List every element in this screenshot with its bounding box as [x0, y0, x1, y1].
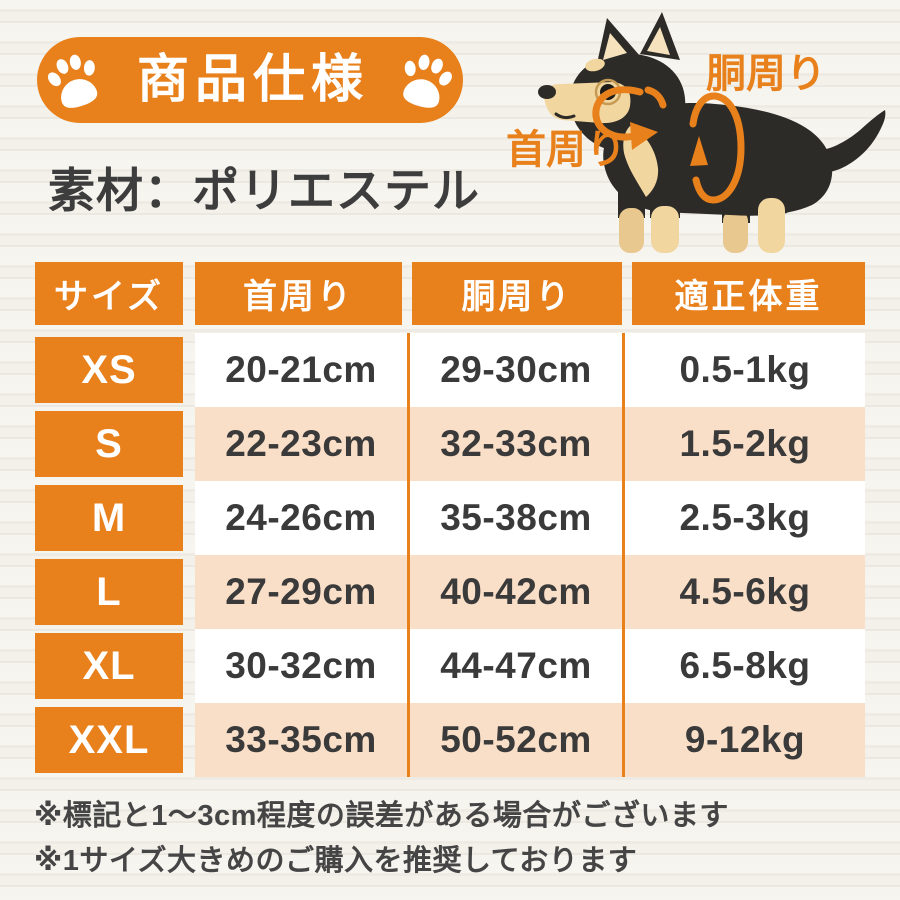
- size-label-cell: XL: [35, 633, 183, 699]
- row-data-strip: 27-29cm 40-42cm 4.5-6kg: [195, 555, 865, 629]
- weight-value-cell: 6.5-8kg: [622, 629, 865, 703]
- weight-value-cell: 1.5-2kg: [622, 407, 865, 481]
- neck-value-cell: 22-23cm: [225, 423, 377, 464]
- weight-value-cell: 4.5-6kg: [622, 555, 865, 629]
- weight-value-cell: 0.5-1kg: [622, 333, 865, 407]
- column-header-neck: 首周り: [195, 262, 402, 325]
- table-row: XS 20-21cm 29-30cm 0.5-1kg: [35, 333, 865, 407]
- neck-value-cell: 24-26cm: [225, 497, 377, 538]
- weight-value-cell: 9-12kg: [622, 703, 865, 777]
- page-title: 商品仕様: [136, 51, 369, 109]
- material-text: 素材：ポリエステル: [48, 164, 480, 217]
- girth-value-cell: 29-30cm: [407, 333, 622, 407]
- neck-value-cell: 20-21cm: [225, 349, 377, 390]
- size-label-cell: S: [35, 411, 183, 477]
- row-data-strip: 20-21cm 29-30cm 0.5-1kg: [195, 333, 865, 407]
- footnote: ※標記と1〜3cm程度の誤差がある場合がございます: [34, 800, 729, 832]
- row-data-strip: 33-35cm 50-52cm 9-12kg: [195, 703, 865, 777]
- size-table-body: XS 20-21cm 29-30cm 0.5-1kg S 22-23cm 32-…: [35, 333, 865, 777]
- paw-icon: [47, 54, 98, 108]
- table-row: L 27-29cm 40-42cm 4.5-6kg: [35, 555, 865, 629]
- paw-icon: [403, 54, 452, 108]
- section-title-badge: 商品仕様: [37, 37, 463, 123]
- neck-measure-label: 首周り: [506, 128, 626, 172]
- neck-value-cell: 33-35cm: [225, 719, 377, 760]
- neck-value-cell: 27-29cm: [225, 571, 377, 612]
- row-data-strip: 30-32cm 44-47cm 6.5-8kg: [195, 629, 865, 703]
- size-label-cell: XS: [35, 337, 183, 403]
- row-data-strip: 22-23cm 32-33cm 1.5-2kg: [195, 407, 865, 481]
- girth-value-cell: 35-38cm: [407, 481, 622, 555]
- table-row: XL 30-32cm 44-47cm 6.5-8kg: [35, 629, 865, 703]
- dog-illustration: [538, 12, 886, 253]
- size-table-header: サイズ 首周り 胴周り 適正体重: [35, 262, 865, 325]
- table-row: S 22-23cm 32-33cm 1.5-2kg: [35, 407, 865, 481]
- table-row: XXL 33-35cm 50-52cm 9-12kg: [35, 703, 865, 777]
- girth-value-cell: 40-42cm: [407, 555, 622, 629]
- size-label-cell: XXL: [35, 707, 183, 773]
- neck-value-cell: 30-32cm: [225, 645, 377, 686]
- dog-measurement-diagram: 首周り 胴周り: [500, 8, 900, 260]
- girth-value-cell: 44-47cm: [407, 629, 622, 703]
- girth-value-cell: 32-33cm: [407, 407, 622, 481]
- size-label-cell: L: [35, 559, 183, 625]
- size-table: サイズ 首周り 胴周り 適正体重 XS 20-21cm 29-30cm 0.5-…: [35, 262, 865, 777]
- column-header-weight: 適正体重: [632, 262, 865, 325]
- weight-value-cell: 2.5-3kg: [622, 481, 865, 555]
- footnotes: ※標記と1〜3cm程度の誤差がある場合がございます ※1サイズ大きめのご購入を推…: [34, 794, 864, 884]
- girth-value-cell: 50-52cm: [407, 703, 622, 777]
- row-data-strip: 24-26cm 35-38cm 2.5-3kg: [195, 481, 865, 555]
- size-label-cell: M: [35, 485, 183, 551]
- table-row: M 24-26cm 35-38cm 2.5-3kg: [35, 481, 865, 555]
- footnote: ※1サイズ大きめのご購入を推奨しております: [34, 844, 638, 877]
- column-header-size: サイズ: [35, 262, 183, 325]
- girth-measure-label: 胴周り: [706, 52, 826, 96]
- column-header-girth: 胴周り: [412, 262, 622, 325]
